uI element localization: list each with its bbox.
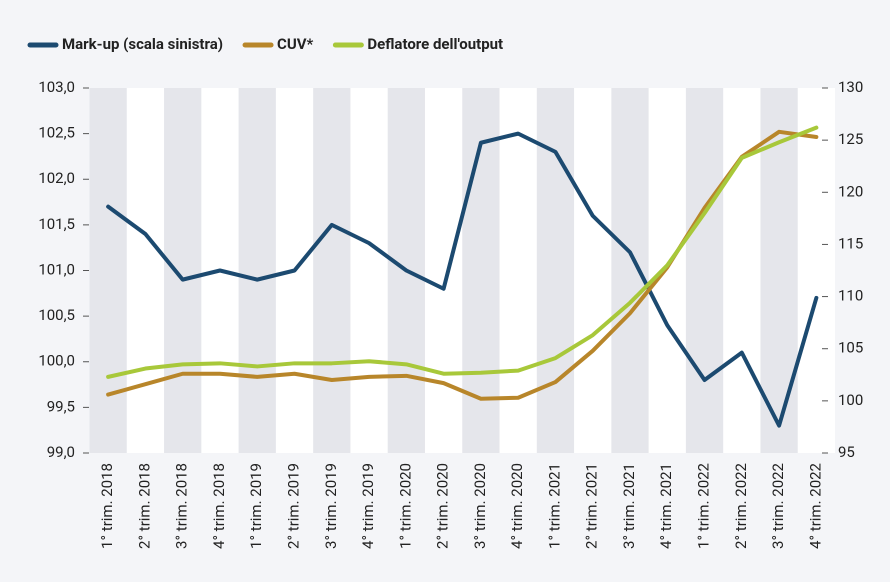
x-tick-label: 3° trim. 2020 bbox=[471, 463, 489, 549]
y2-tick-label: 105 bbox=[838, 339, 863, 357]
x-tick-label: 2° trim. 2021 bbox=[583, 463, 601, 549]
x-tick-label: 1° trim. 2019 bbox=[247, 463, 265, 549]
band bbox=[238, 88, 276, 453]
band bbox=[536, 88, 575, 453]
x-tick-label: 4° trim. 2019 bbox=[359, 463, 377, 549]
y2-tick-label: 120 bbox=[838, 182, 863, 200]
x-tick-label: 1° trim. 2018 bbox=[98, 463, 116, 549]
y2-tick-label: 95 bbox=[838, 443, 855, 461]
x-tick-label: 3° trim. 2021 bbox=[620, 463, 638, 549]
x-tick-label: 4° trim. 2021 bbox=[657, 463, 675, 549]
legend-label: CUV* bbox=[277, 35, 314, 53]
band bbox=[611, 88, 649, 453]
legend-label: Mark-up (scala sinistra) bbox=[62, 35, 223, 53]
x-tick-label: 4° trim. 2020 bbox=[508, 463, 526, 549]
band bbox=[313, 88, 351, 453]
x-tick-label: 3° trim. 2018 bbox=[173, 463, 191, 549]
y2-tick-label: 125 bbox=[838, 130, 863, 148]
x-tick-label: 2° trim. 2018 bbox=[135, 463, 153, 549]
y-tick-label: 103,0 bbox=[38, 78, 75, 96]
x-tick-label: 2° trim. 2022 bbox=[732, 463, 750, 549]
y2-tick-label: 130 bbox=[838, 78, 863, 96]
band bbox=[89, 88, 127, 453]
series-line bbox=[106, 129, 819, 401]
y-tick-label: 102,0 bbox=[38, 169, 75, 187]
x-tick-label: 1° trim. 2021 bbox=[545, 463, 563, 549]
x-tick-label: 4° trim. 2022 bbox=[806, 463, 824, 549]
band bbox=[685, 88, 724, 453]
y-tick-label: 101,5 bbox=[38, 215, 75, 233]
y-tick-label: 100,0 bbox=[38, 352, 75, 370]
y-tick-label: 100,5 bbox=[38, 306, 75, 324]
y-tick-label: 99,0 bbox=[47, 443, 75, 461]
x-tick-label: 2° trim. 2020 bbox=[434, 463, 452, 549]
y2-tick-label: 110 bbox=[838, 287, 863, 305]
series-line bbox=[106, 125, 819, 379]
y2-tick-label: 100 bbox=[838, 391, 863, 409]
y-tick-label: 101,0 bbox=[38, 260, 75, 278]
series-line bbox=[106, 131, 819, 428]
y-tick-label: 99,5 bbox=[47, 397, 75, 415]
y2-tick-label: 115 bbox=[838, 234, 863, 252]
x-tick-label: 3° trim. 2022 bbox=[769, 463, 787, 549]
x-tick-label: 4° trim. 2018 bbox=[210, 463, 228, 549]
x-tick-label: 2° trim. 2019 bbox=[284, 463, 302, 549]
band bbox=[164, 88, 202, 453]
x-tick-label: 1° trim. 2020 bbox=[396, 463, 414, 549]
x-tick-label: 3° trim. 2019 bbox=[322, 463, 340, 549]
legend-label: Deflatore dell'output bbox=[367, 35, 503, 53]
x-tick-label: 1° trim. 2022 bbox=[695, 463, 713, 549]
y-tick-label: 102,5 bbox=[38, 124, 75, 142]
